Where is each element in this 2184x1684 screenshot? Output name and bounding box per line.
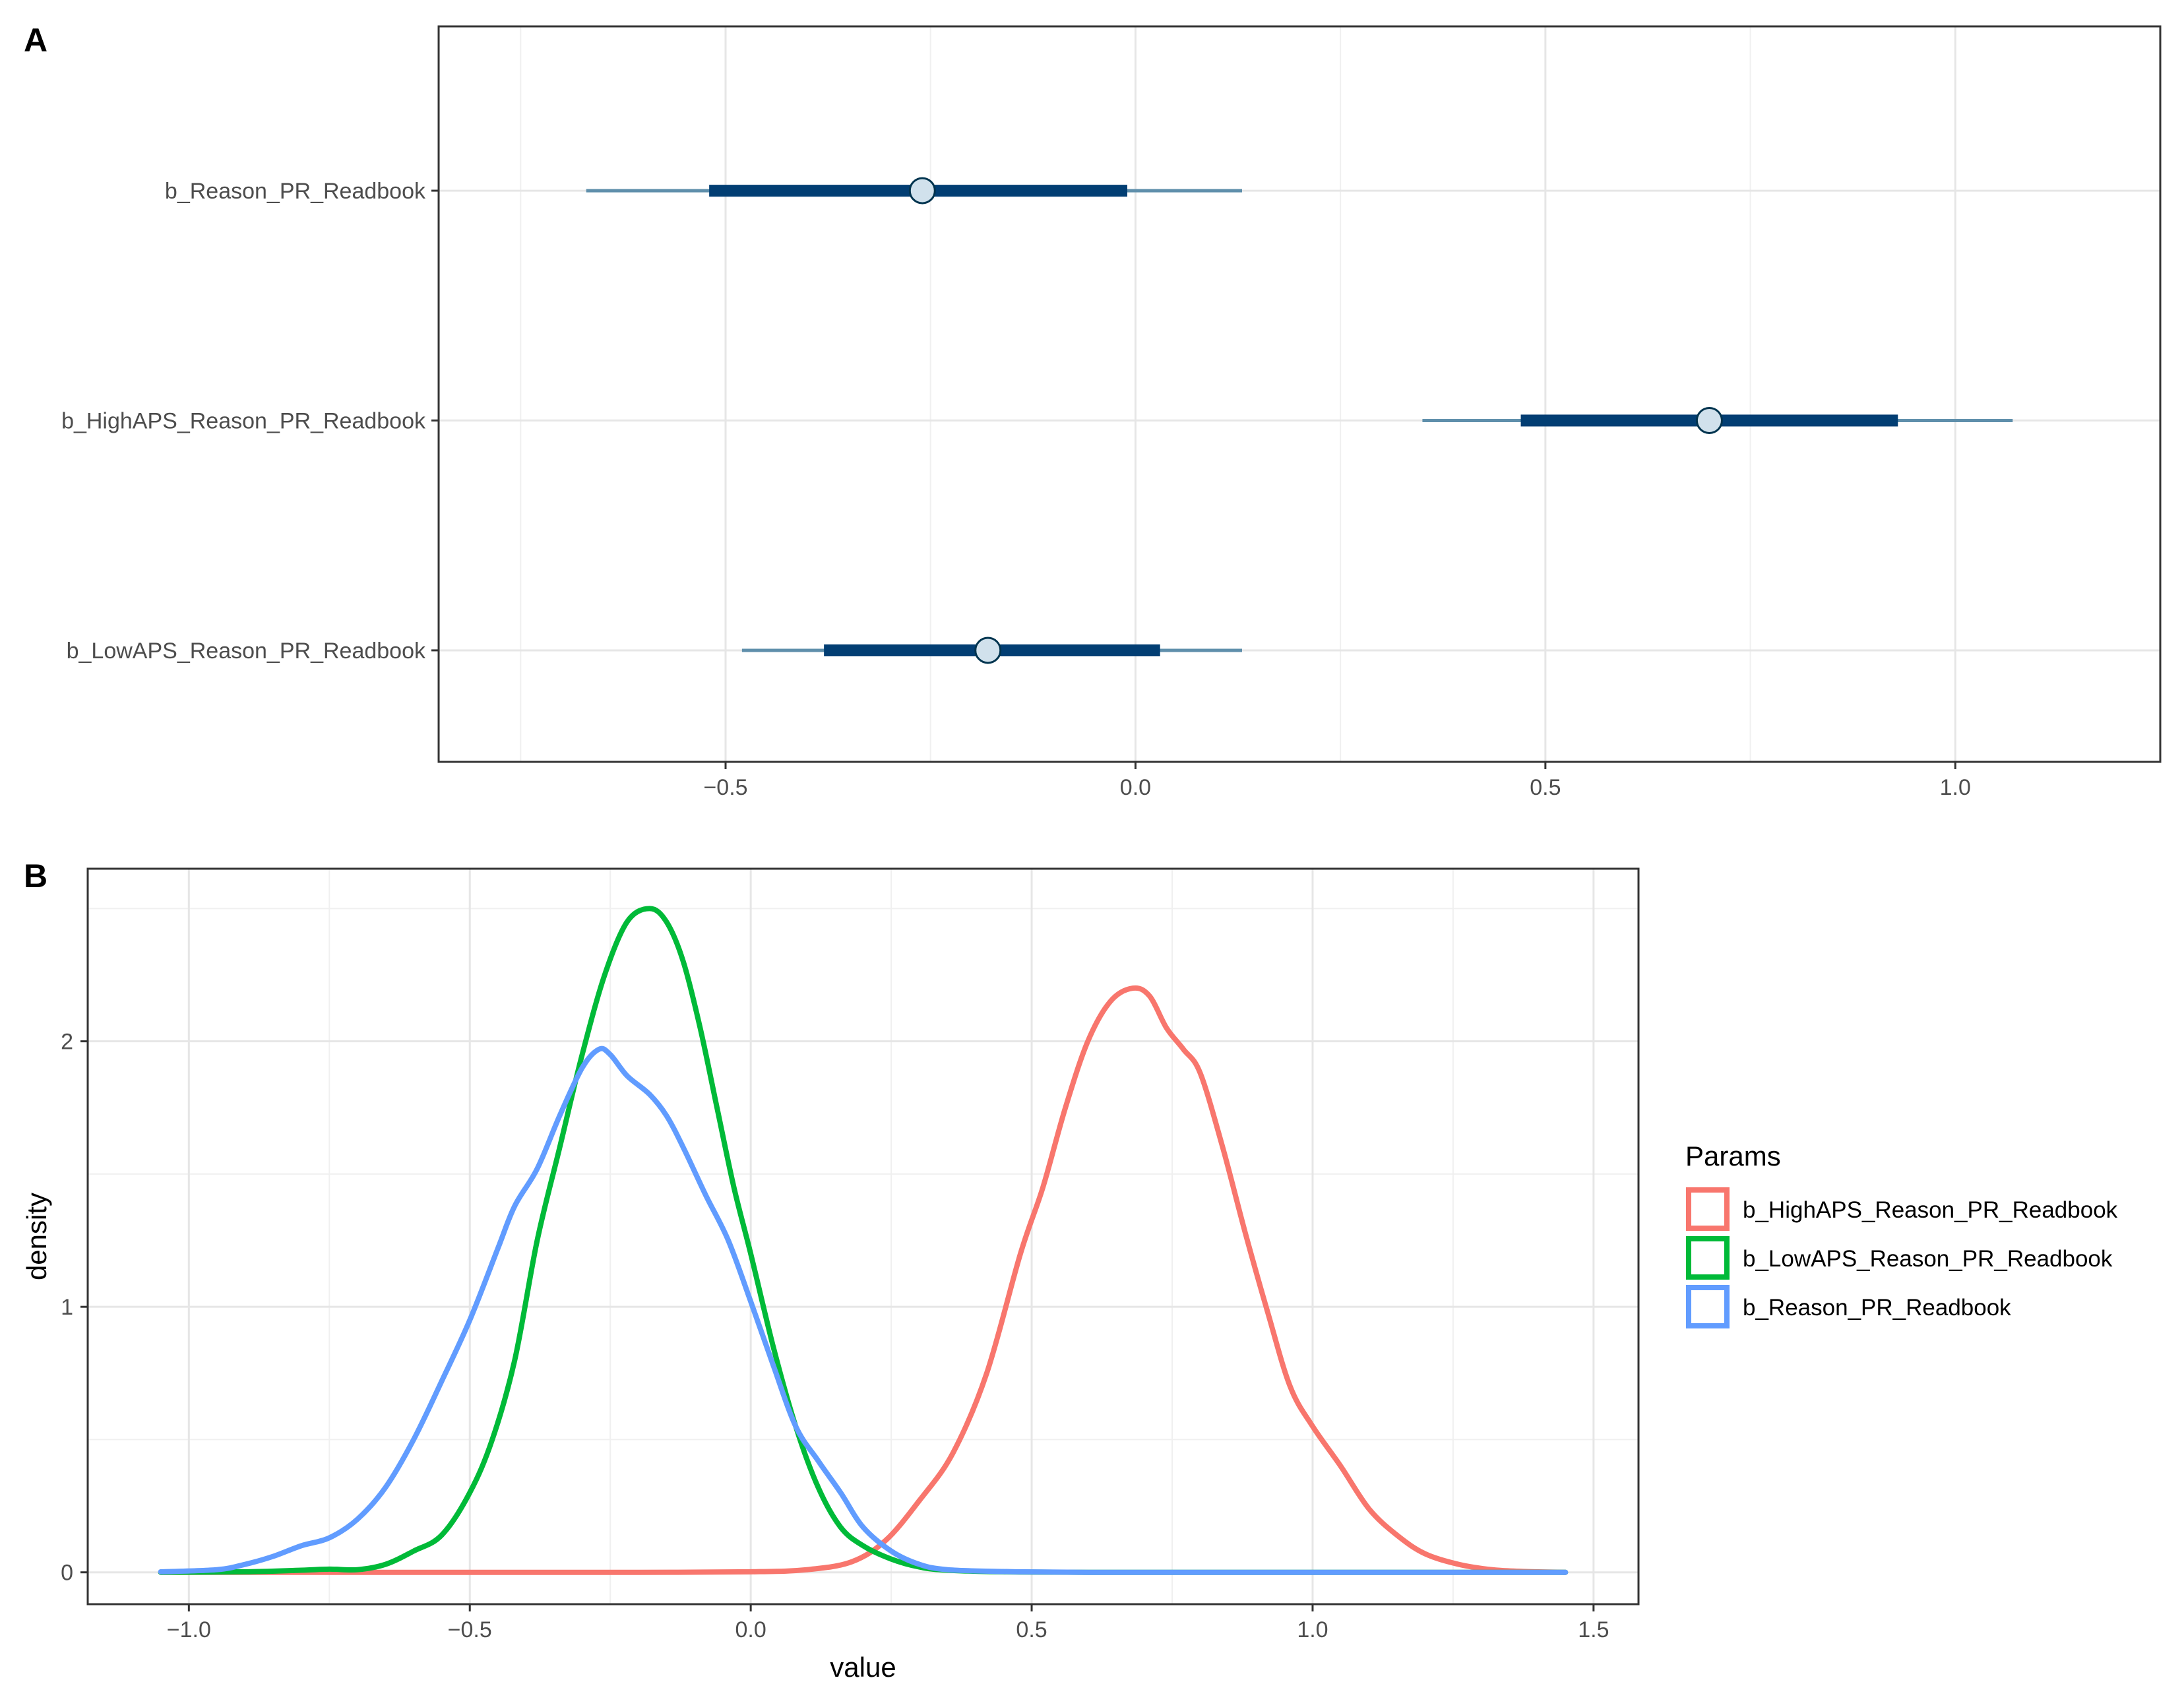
point-estimate <box>908 177 936 204</box>
legend-items: b_HighAPS_Reason_PR_Readbook b_LowAPS_Rea… <box>1686 1187 2118 1328</box>
legend-label: b_HighAPS_Reason_PR_Readbook <box>1743 1197 2118 1223</box>
panel-b-x-tick-label: −1.0 <box>167 1617 211 1642</box>
legend-label: b_Reason_PR_Readbook <box>1743 1295 2011 1321</box>
panel-b-x-tick-label: −0.5 <box>448 1617 492 1642</box>
panel-a-marks <box>586 177 2013 664</box>
panel-a-x-tick-label: 0.5 <box>1530 775 1561 800</box>
point-estimate <box>974 637 1002 664</box>
panel-a-x-tick-label: −0.5 <box>703 775 747 800</box>
panel-a-x-tick-label: 0.0 <box>1120 775 1151 800</box>
panel-a-x-tick-label: 1.0 <box>1940 775 1971 800</box>
legend-label: b_LowAPS_Reason_PR_Readbook <box>1743 1246 2113 1272</box>
panel-a-grid <box>439 26 2161 762</box>
panel-b-axes: −1.0 −0.5 0.0 0.5 1.0 1.5 0 1 2 <box>61 1030 1609 1642</box>
panel-a-letter: A <box>24 22 47 59</box>
parameter-label: b_Reason_PR_Readbook <box>165 179 426 204</box>
panel-b-plot: −1.0 −0.5 0.0 0.5 1.0 1.5 0 1 2 value density <box>21 867 1640 1683</box>
legend: Params b_HighAPS_Reason_PR_Readbook b_Low… <box>1685 1140 2118 1328</box>
panel-b-letter: B <box>24 858 47 894</box>
panel-a-axes: −0.5 0.0 0.5 1.0 b_Reason_PR_Readbook b_HighA… <box>61 179 1971 800</box>
panel-b-grid <box>88 869 1638 1604</box>
panel-b-frame <box>86 867 1640 1606</box>
parameter-label: b_LowAPS_Reason_PR_Readbook <box>67 639 426 664</box>
density-line-3 <box>158 1045 1569 1575</box>
panel-a-plot: −0.5 0.0 0.5 1.0 b_Reason_PR_Readbook b_HighA… <box>61 25 2162 800</box>
density-line-2 <box>158 906 1569 1575</box>
panel-b-y-tick-label: 2 <box>61 1030 73 1055</box>
panel-b-x-tick-label: 0.0 <box>735 1617 766 1642</box>
legend-key <box>1686 1236 1730 1280</box>
y-axis-title: density <box>21 1193 52 1280</box>
legend-key <box>1686 1285 1730 1328</box>
x-axis-title: value <box>830 1652 896 1683</box>
legend-title: Params <box>1685 1140 1781 1171</box>
legend-key <box>1686 1187 1730 1231</box>
panel-a-frame <box>437 25 2162 763</box>
parameter-label: b_HighAPS_Reason_PR_Readbook <box>61 409 426 434</box>
panel-b-y-tick-label: 1 <box>61 1295 73 1320</box>
density-line-1 <box>158 985 1569 1575</box>
panel-b-x-tick-label: 0.5 <box>1016 1617 1047 1642</box>
panel-b-lines <box>158 906 1569 1575</box>
panel-b-y-tick-label: 0 <box>61 1561 73 1586</box>
point-estimate <box>1695 407 1723 434</box>
panel-b-x-tick-label: 1.5 <box>1578 1617 1609 1642</box>
panel-b-x-tick-label: 1.0 <box>1297 1617 1328 1642</box>
